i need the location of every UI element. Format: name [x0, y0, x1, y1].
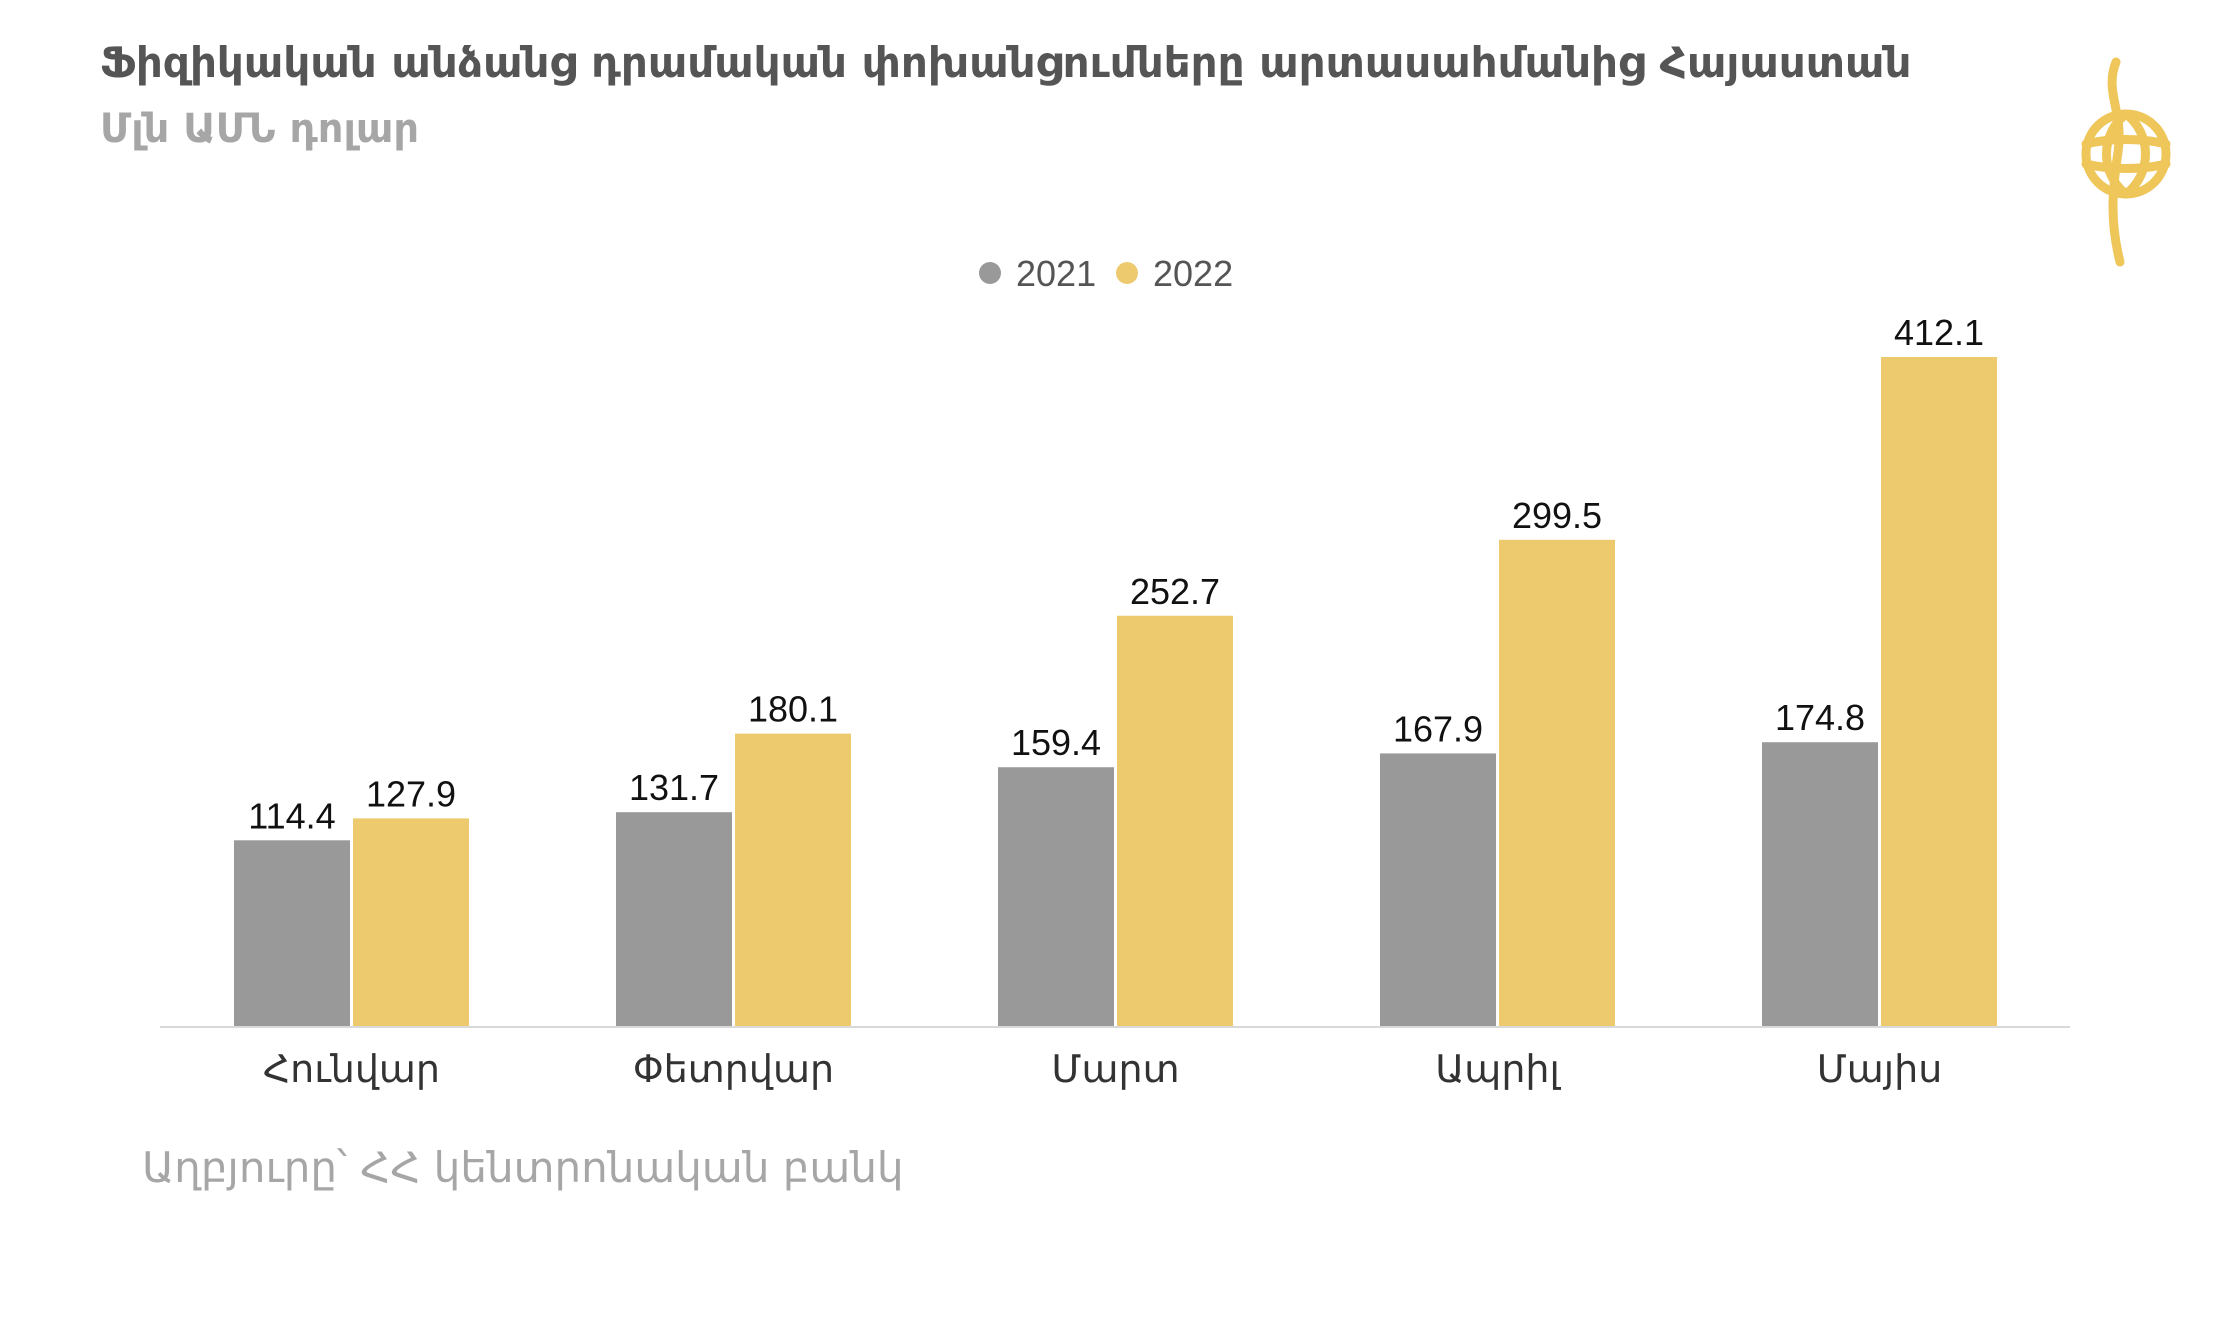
bar-2022-5 — [1881, 357, 1997, 1026]
source-note: Աղբյուրը՝ ՀՀ կենտրոնական բանկ — [142, 1143, 904, 1192]
x-tick-label: Մայիս — [1817, 1049, 1943, 1091]
data-label-2021-4: 167.9 — [1393, 708, 1483, 749]
legend-label-2021: 2021 — [1016, 253, 1096, 294]
page-title: Ֆիզիկական անձանց դրամական փոխանցումները … — [100, 38, 1912, 87]
legend-marker-2022 — [1116, 262, 1138, 284]
bar-2021-1 — [234, 840, 350, 1026]
bar-2022-4 — [1499, 539, 1615, 1026]
bar-2021-5 — [1762, 742, 1878, 1026]
data-label-2022-2: 180.1 — [748, 689, 838, 730]
bar-2021-2 — [616, 812, 732, 1026]
bar-2022-3 — [1117, 615, 1233, 1026]
data-label-2022-1: 127.9 — [366, 773, 456, 814]
bar-2021-3 — [998, 767, 1114, 1026]
bar-2022-2 — [735, 733, 851, 1026]
data-label-2021-2: 131.7 — [629, 767, 719, 808]
page-subtitle: Մլն ԱՄՆ դոլար — [100, 106, 420, 152]
data-label-2021-1: 114.4 — [248, 795, 335, 836]
data-label-2021-3: 159.4 — [1011, 722, 1101, 763]
legend-marker-2021 — [979, 262, 1001, 284]
data-label-2022-3: 252.7 — [1130, 571, 1220, 612]
legend-label-2022: 2022 — [1153, 253, 1233, 294]
data-label-2021-5: 174.8 — [1775, 697, 1865, 738]
globe-emblem-icon — [2081, 57, 2171, 267]
x-tick-label: Մարտ — [1051, 1049, 1179, 1091]
x-tick-label: Ապրիլ — [1435, 1049, 1561, 1091]
x-tick-label: Հունվար — [263, 1049, 440, 1091]
x-tick-label: Փետրվար — [633, 1049, 834, 1091]
bar-2021-4 — [1380, 753, 1496, 1026]
data-label-2022-4: 299.5 — [1512, 495, 1602, 536]
data-label-2022-5: 412.1 — [1894, 312, 1984, 353]
bar-2022-1 — [353, 818, 469, 1026]
